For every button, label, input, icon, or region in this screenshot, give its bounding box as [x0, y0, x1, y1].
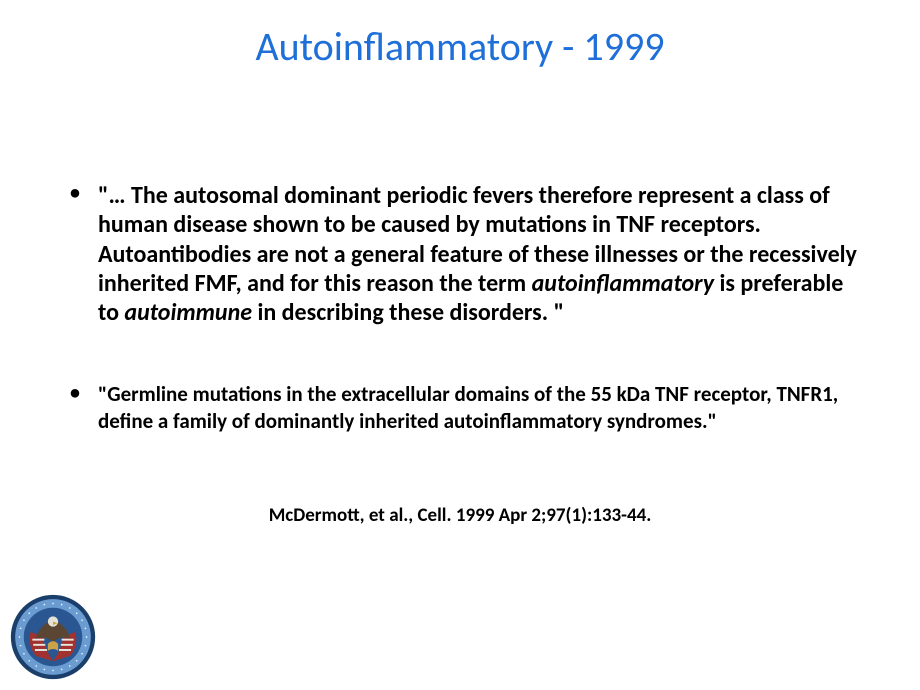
slide-title: Autoinflammatory - 1999 — [0, 0, 920, 71]
va-seal-icon — [10, 594, 96, 680]
bullet-1: "… The autosomal dominant periodic fever… — [60, 181, 860, 327]
bullet-1-em1: autoinflammatory — [532, 269, 714, 298]
bullet-1-post: in describing these disorders. " — [252, 298, 564, 327]
bullet-1-em2: autoimmune — [124, 298, 252, 327]
seal-svg — [10, 594, 96, 680]
bullet-list: "… The autosomal dominant periodic fever… — [0, 181, 920, 434]
slide: Autoinflammatory - 1999 "… The autosomal… — [0, 0, 920, 690]
citation: McDermott, et al., Cell. 1999 Apr 2;97(1… — [0, 504, 920, 527]
bullet-2: "Germline mutations in the extracellular… — [60, 381, 860, 434]
